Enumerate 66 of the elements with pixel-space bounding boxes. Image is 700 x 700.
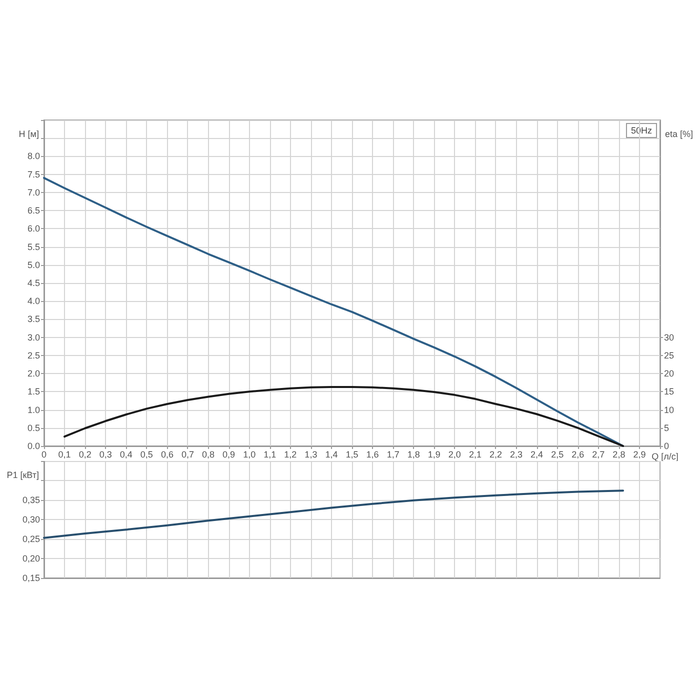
x-tick-label: 1,6 [366, 450, 379, 460]
x-tick-label: 2,8 [612, 450, 626, 460]
x-tick-label: 1,0 [243, 450, 256, 460]
y-tick-label: 0,15 [22, 573, 40, 583]
x-tick-label: 2,7 [592, 450, 605, 460]
y-tick-label: 2.0 [27, 368, 40, 379]
x-tick-label: 2,2 [489, 450, 502, 460]
y2-tick-label: 10 [664, 404, 674, 415]
y-tick-label: 1.0 [27, 404, 40, 415]
y-tick-label: 0.0 [27, 441, 40, 451]
y-axis-title: H [м] [18, 129, 39, 139]
x-tick-label: 2,0 [448, 450, 461, 460]
y-tick-label: 4.0 [27, 296, 40, 306]
x-tick-label: 2,6 [572, 450, 584, 460]
y-tick-label: 5.0 [27, 260, 40, 270]
y-tick-label: 0.5 [27, 422, 40, 433]
y-tick-label: 4.5 [27, 278, 40, 288]
x-axis-title: Q [л/с] [652, 452, 678, 462]
line-series [43, 176, 624, 447]
x-tick-label: 2,9 [633, 450, 646, 460]
y2-tick-label: 0 [664, 441, 670, 451]
x-tick-label: 0,6 [160, 450, 174, 460]
y-tick-label: 0,35 [22, 495, 40, 505]
x-tick-label: 1,4 [325, 450, 338, 460]
line-series [43, 490, 624, 539]
x-tick-label: 2,5 [551, 450, 564, 460]
y-tick-label: 6.0 [27, 224, 40, 234]
y-axis-title: P1 [кВт] [6, 470, 39, 480]
y2-tick-label: 20 [664, 368, 674, 379]
x-tick-label: 2,1 [468, 450, 482, 460]
x-tick-label: 1,3 [304, 450, 318, 460]
x-tick-label: 1,5 [346, 450, 358, 460]
x-tick-label: 1,8 [407, 450, 420, 460]
x-tick-label: 1,9 [428, 450, 440, 460]
x-tick-label: 0,7 [181, 450, 194, 460]
x-tick-label: 0,8 [202, 450, 215, 460]
x-tick-label: 2,3 [510, 450, 523, 460]
y2-tick-label: 25 [664, 350, 674, 360]
y-tick-label: 0,20 [22, 554, 40, 564]
y2-axis-title: eta [%] [665, 129, 694, 139]
x-tick-label: 0,1 [58, 450, 71, 460]
x-tick-label: 0,9 [222, 450, 236, 460]
y-tick-label: 8.0 [27, 151, 40, 162]
y2-tick-label: 15 [664, 386, 674, 397]
y-tick-label: 7.0 [27, 187, 40, 198]
y-tick-label: 5.5 [27, 242, 40, 252]
y-tick-label: 3.5 [27, 314, 40, 324]
y-tick-label: 6.5 [27, 206, 40, 216]
y-tick-label: 2.5 [27, 350, 40, 360]
y-tick-label: 0,25 [22, 534, 40, 544]
y2-tick-label: 30 [664, 332, 674, 342]
x-tick-label: 0,4 [120, 450, 132, 460]
y-tick-label: 0,30 [22, 514, 40, 524]
x-tick-label: 0 [41, 450, 47, 460]
x-tick-label: 1,1 [264, 450, 276, 460]
x-tick-label: 1,7 [386, 450, 400, 460]
line-series [64, 386, 624, 447]
y-tick-label: 7.5 [27, 169, 40, 180]
x-tick-label: 0,5 [140, 450, 153, 460]
y2-tick-label: 5 [664, 422, 670, 433]
y-tick-label: 3.0 [27, 332, 40, 342]
x-tick-label: 0,2 [78, 450, 92, 460]
y-tick-label: 1.5 [27, 386, 40, 397]
x-tick-label: 0,3 [99, 450, 112, 460]
x-tick-label: 2,4 [530, 450, 544, 460]
x-tick-label: 1,2 [284, 450, 297, 460]
